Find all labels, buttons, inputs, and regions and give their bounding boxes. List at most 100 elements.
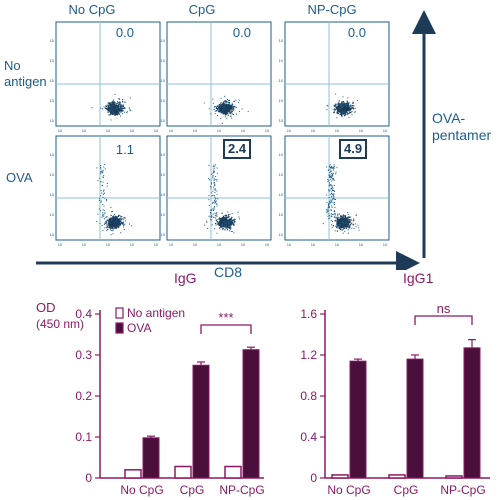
flow-event-dot (124, 101, 126, 103)
flow-event-dot (339, 226, 341, 229)
flow-event-dot (115, 217, 117, 219)
flow-event-dot (119, 101, 121, 103)
flow-event-dot (357, 224, 359, 226)
flow-event-dot (208, 195, 210, 197)
flow-event-dot (214, 184, 216, 186)
flow-event-dot (230, 111, 232, 113)
flow-event-dot (231, 219, 233, 221)
flow-event-dot (210, 179, 212, 181)
flow-event-dot (221, 222, 223, 224)
flow-event-dot (102, 209, 104, 211)
flow-event-dot (350, 108, 352, 110)
flow-event-dot (233, 100, 235, 103)
flow-event-dot (111, 222, 113, 224)
flow-event-dot (102, 196, 104, 198)
flow-event-dot (224, 101, 227, 103)
flow-event-dot (328, 185, 330, 187)
flow-event-dot (117, 113, 119, 115)
flow-event-dot (116, 224, 118, 227)
flow-event-dot (344, 218, 347, 220)
flow-event-dot (96, 167, 98, 169)
flow-event-dot (327, 215, 329, 217)
flow-event-dot (209, 211, 211, 213)
flow-event-dot (336, 111, 338, 114)
flow-event-dot (101, 170, 103, 172)
y-tick-label: 0.3 (75, 348, 92, 362)
flow-event-dot (115, 103, 117, 105)
flow-event-dot (224, 107, 226, 109)
flow-event-dot (120, 105, 122, 107)
flow-event-dot (219, 105, 222, 107)
flow-event-dot (224, 100, 226, 102)
flow-event-dot (110, 225, 112, 227)
flow-event-dot (344, 219, 346, 221)
flow-event-dot (111, 110, 113, 112)
flow-event-dot (337, 220, 340, 223)
flow-event-dot (335, 104, 337, 106)
row-label-ova: OVA (6, 170, 33, 185)
flow-event-dot (227, 111, 229, 113)
flow-event-dot (345, 222, 347, 224)
flow-event-dot (353, 107, 355, 109)
flow-event-dot (237, 211, 239, 213)
flow-event-dot (215, 175, 217, 177)
flow-event-dot (352, 107, 354, 109)
flow-y-tick-label: 10 (279, 78, 284, 83)
flow-event-dot (341, 220, 343, 222)
flow-event-dot (222, 107, 224, 110)
flow-event-dot (220, 223, 222, 225)
flow-event-dot (232, 223, 234, 226)
flow-event-dot (223, 218, 225, 221)
flow-event-dot (343, 105, 345, 107)
flow-event-dot (352, 102, 354, 104)
flow-event-dot (112, 219, 114, 221)
flow-event-dot (230, 115, 232, 117)
flow-event-dot (210, 185, 212, 187)
flow-event-dot (212, 209, 214, 211)
flow-event-dot (116, 101, 119, 103)
flow-event-dot (109, 227, 111, 229)
flow-event-dot (113, 225, 115, 227)
flow-event-dot (218, 224, 220, 226)
flow-event-dot (226, 106, 228, 108)
flow-event-dot (351, 104, 353, 107)
bar-no-antigen (445, 475, 463, 479)
flow-event-dot (327, 213, 329, 215)
flow-event-dot (329, 215, 331, 217)
flow-event-dot (346, 222, 348, 224)
flow-event-dot (118, 105, 120, 107)
flow-event-dot (215, 198, 217, 200)
flow-event-dot (351, 111, 353, 113)
flow-event-dot (123, 224, 125, 226)
flow-event-dot (339, 219, 341, 221)
flow-event-dot (345, 224, 347, 226)
flow-event-dot (232, 106, 234, 108)
flow-event-dot (116, 219, 118, 221)
legend-swatch (115, 307, 124, 319)
flow-event-dot (350, 106, 352, 108)
flow-event-dot (222, 104, 224, 106)
flow-event-dot (237, 101, 239, 103)
flow-event-dot (349, 105, 352, 107)
flow-event-dot (112, 222, 114, 224)
flow-x-tick-label: 10 (58, 242, 63, 247)
y-tick-label: 0.1 (75, 430, 92, 444)
flow-event-dot (120, 109, 122, 111)
flow-event-dot (226, 110, 229, 112)
flow-event-dot (351, 222, 353, 224)
flow-event-dot (350, 223, 352, 225)
flow-event-dot (120, 112, 122, 114)
flow-event-dot (217, 109, 219, 111)
flow-event-dot (115, 220, 117, 222)
flow-event-dot (352, 101, 354, 103)
flow-event-dot (222, 109, 224, 111)
flow-event-dot (218, 104, 220, 106)
flow-event-dot (344, 215, 347, 217)
y-tick-label: 0 (310, 471, 317, 485)
flow-event-dot (330, 170, 332, 172)
flow-event-dot (107, 111, 109, 113)
flow-event-dot (110, 108, 112, 110)
flow-event-dot (108, 221, 110, 223)
flow-event-dot (343, 222, 345, 225)
flow-event-dot (346, 221, 348, 223)
